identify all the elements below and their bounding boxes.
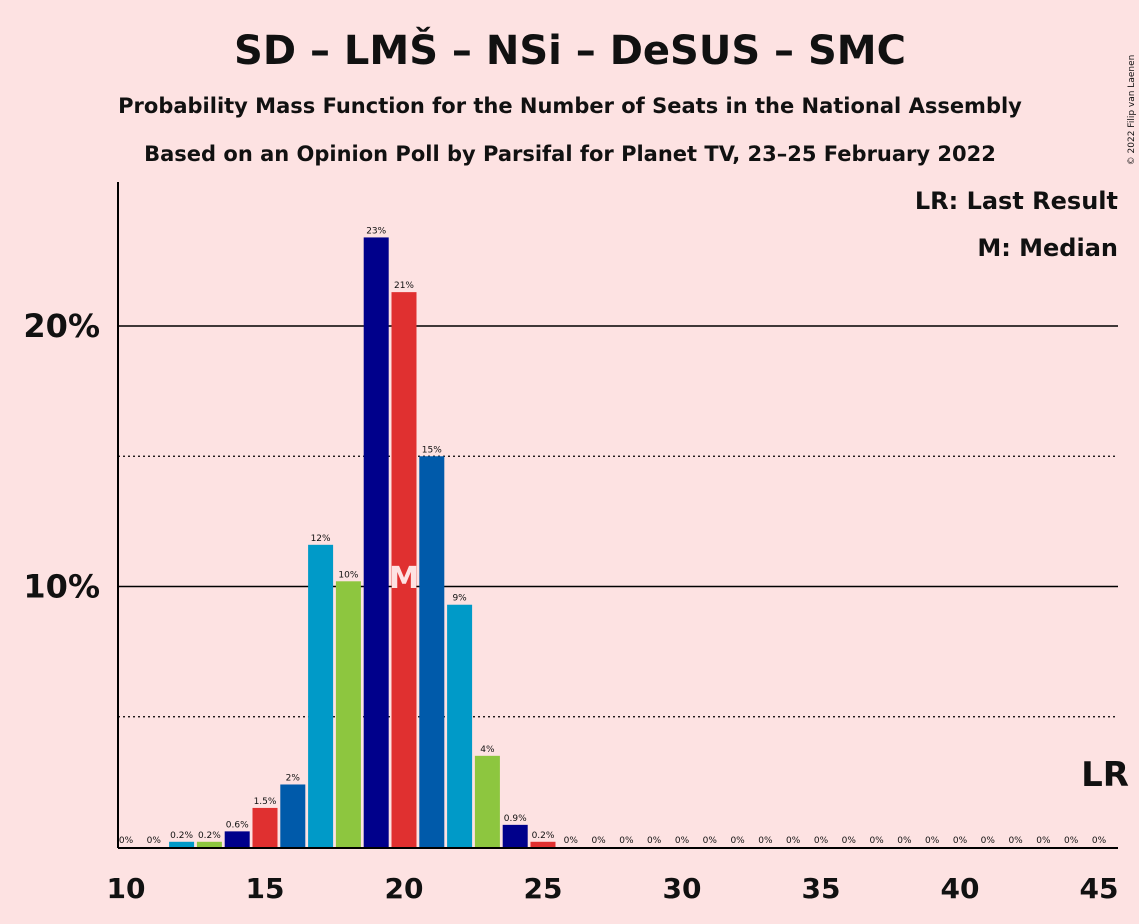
bar-21 [419, 456, 445, 847]
axes [117, 182, 1118, 849]
chart-title: SD – LMŠ – NSi – DeSUS – SMC [234, 26, 906, 74]
median-marker: M [389, 561, 419, 596]
grid-lines [118, 325, 1118, 718]
legend-median: M: Median [977, 234, 1118, 262]
x-tick-label: 30 [663, 872, 702, 905]
x-tick-label: 15 [246, 872, 285, 905]
x-tick-label: 45 [1080, 872, 1119, 905]
bar-23 [474, 755, 500, 847]
bar-label-12: 0.2% [170, 831, 193, 841]
bar-label-40: 0% [953, 836, 968, 846]
bar-label-38: 0% [897, 836, 912, 846]
chart-subtitle: Probability Mass Function for the Number… [118, 94, 1022, 118]
bar-label-10: 0% [119, 836, 134, 846]
bar-label-41: 0% [981, 836, 996, 846]
bar-17 [308, 544, 334, 847]
y-tick-labels: 10% 20% [23, 307, 100, 606]
bar-label-33: 0% [758, 836, 773, 846]
bar-label-21: 15% [422, 445, 442, 455]
bar-label-16: 2% [286, 773, 301, 783]
x-tick-label: 35 [802, 872, 841, 905]
bar-24 [502, 824, 528, 847]
x-tick-label: 20 [385, 872, 424, 905]
bar-label-43: 0% [1036, 836, 1051, 846]
bar-label-34: 0% [786, 836, 801, 846]
bar-label-22: 9% [452, 594, 467, 604]
bar-18 [335, 581, 361, 847]
bar-label-20: 21% [394, 281, 414, 291]
bar-16 [280, 784, 306, 847]
bar-label-27: 0% [591, 836, 606, 846]
bar-labels: 0% 0% 0.2% 0.2% 0.6% 1.5% 2% 12% 10% 23% 21% 15% 9% 4… [119, 226, 1107, 846]
bar-label-18: 10% [338, 570, 358, 580]
y-tick-label: 10% [23, 568, 100, 606]
bar-label-24: 0.9% [504, 814, 527, 824]
bar-label-31: 0% [703, 836, 718, 846]
bar-label-36: 0% [842, 836, 857, 846]
bar-label-19: 23% [366, 226, 386, 236]
x-tick-label: 40 [941, 872, 980, 905]
bar-label-13: 0.2% [198, 831, 221, 841]
bar-label-44: 0% [1064, 836, 1079, 846]
chart-subtitle-source: Based on an Opinion Poll by Parsifal for… [144, 142, 996, 166]
bar-19 [363, 237, 389, 847]
legend-last-result: LR: Last Result [915, 187, 1118, 215]
bar-label-39: 0% [925, 836, 940, 846]
bar-label-17: 12% [311, 534, 331, 544]
bar-12 [169, 841, 195, 847]
bar-label-28: 0% [619, 836, 634, 846]
bar-label-15: 1.5% [254, 797, 277, 807]
bar-label-35: 0% [814, 836, 829, 846]
y-tick-label: 20% [23, 307, 100, 345]
bars: M [169, 237, 556, 847]
bar-label-14: 0.6% [226, 820, 249, 830]
bar-20 [391, 292, 417, 847]
bar-25 [530, 841, 556, 847]
bar-label-29: 0% [647, 836, 662, 846]
bar-13 [196, 841, 222, 847]
bar-15 [252, 807, 278, 847]
bar-label-37: 0% [869, 836, 884, 846]
x-tick-label: 25 [524, 872, 563, 905]
x-tick-labels: 10 15 20 25 30 35 40 45 [107, 872, 1119, 905]
bar-label-32: 0% [730, 836, 745, 846]
bar-label-42: 0% [1008, 836, 1023, 846]
bar-14 [224, 831, 250, 847]
legend-background [930, 180, 1130, 270]
bar-label-25: 0.2% [532, 831, 555, 841]
bar-label-23: 4% [480, 745, 495, 755]
copyright-note: © 2022 Filip van Laenen [1127, 55, 1137, 166]
bar-label-11: 0% [147, 836, 162, 846]
last-result-marker: LR [1081, 755, 1129, 795]
bar-22 [447, 604, 473, 847]
bar-label-26: 0% [564, 836, 579, 846]
x-tick-label: 10 [107, 872, 146, 905]
bar-label-30: 0% [675, 836, 690, 846]
bar-label-45: 0% [1092, 836, 1107, 846]
